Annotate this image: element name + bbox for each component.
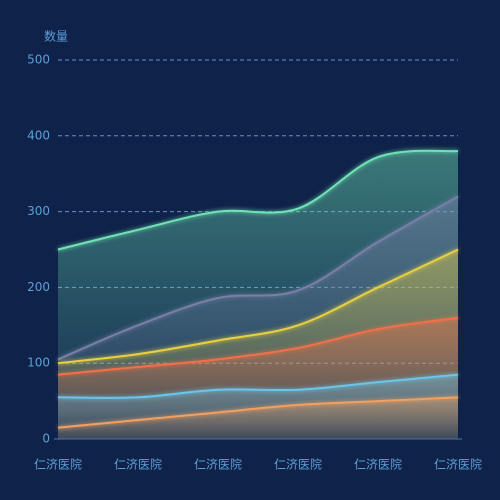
line [57,316,459,376]
area [58,397,458,439]
y-tick-label: 400 [27,128,50,142]
x-tick-label: 仁济医院 [194,457,242,472]
x-tick-label: 仁济医院 [274,457,322,472]
line [57,149,459,251]
y-tick-label: 0 [42,432,50,446]
line [57,396,459,429]
y-tick-label: 100 [27,356,50,370]
y-tick-label: 300 [27,204,50,218]
line [57,248,459,365]
y-tick-label: 200 [27,280,50,294]
line [57,195,459,361]
y-axis-label: 数量 [44,29,68,44]
y-tick-label: 500 [27,53,50,67]
x-tick-label: 仁济医院 [434,457,482,472]
x-tick-label: 仁济医院 [114,457,162,472]
x-tick-label: 仁济医院 [34,457,82,472]
line [57,373,459,399]
x-tick-label: 仁济医院 [354,457,402,472]
